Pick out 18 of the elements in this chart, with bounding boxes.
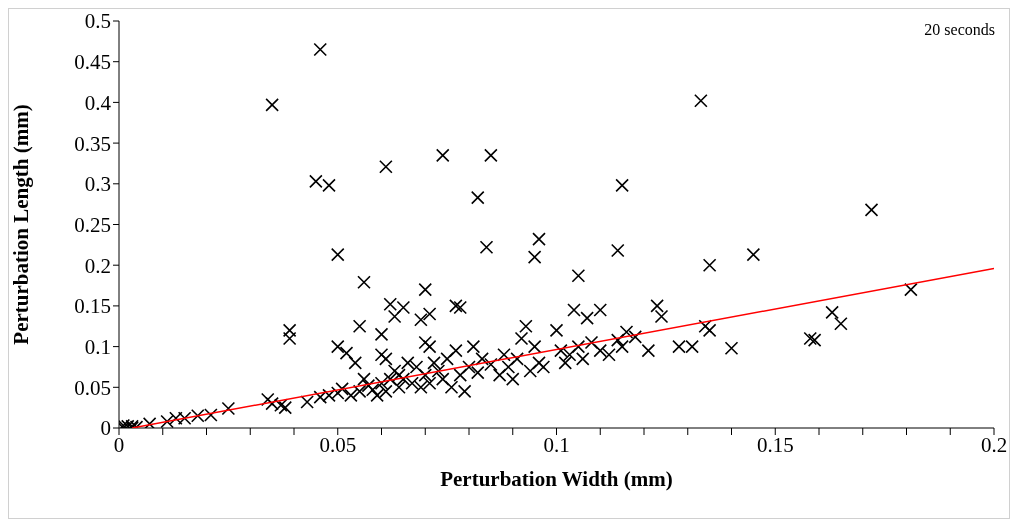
y-tick-label: 0.25 — [74, 212, 111, 237]
x-tick-label: 0.15 — [756, 432, 794, 457]
y-tick-label: 0.2 — [84, 253, 111, 278]
y-tick-label: 0.1 — [84, 335, 111, 360]
y-tick-label: 0.15 — [74, 294, 111, 319]
x-tick-label: 0.05 — [319, 432, 357, 457]
x-tick-label: 0.1 — [543, 432, 570, 457]
y-tick-label: 0.3 — [84, 172, 111, 197]
y-tick-label: 0.45 — [74, 50, 111, 75]
y-tick-label: 0.05 — [74, 375, 111, 400]
y-tick-label: 0 — [100, 416, 111, 441]
y-axis-title: Perturbation Length (mm) — [9, 104, 34, 345]
y-tick-label: 0.4 — [84, 90, 112, 115]
y-tick-label: 0.35 — [74, 131, 111, 156]
annotation: 20 seconds — [924, 21, 995, 39]
y-tick-label: 0.5 — [84, 9, 111, 34]
x-axis-title: Perturbation Width (mm) — [440, 467, 673, 491]
x-tick-label: 0.2 — [980, 432, 1008, 457]
